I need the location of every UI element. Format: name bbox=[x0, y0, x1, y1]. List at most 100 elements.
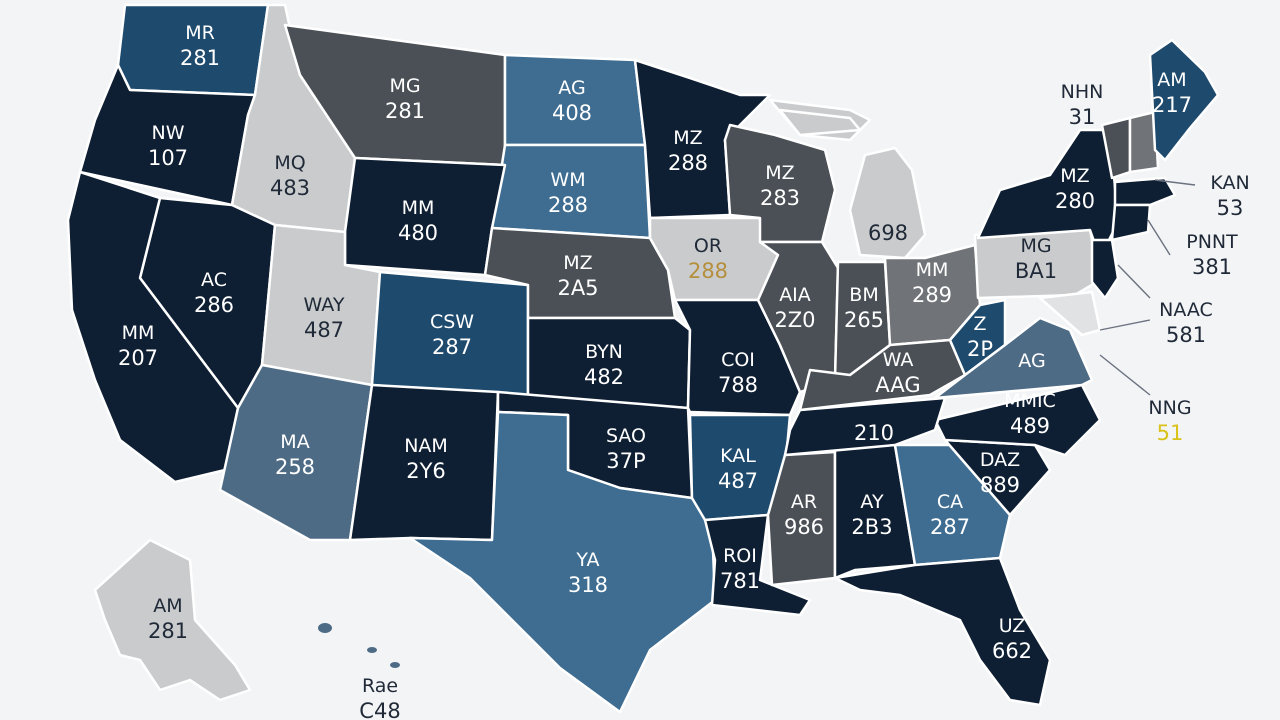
state-label-fl: UZ bbox=[999, 615, 1026, 637]
state-tx[interactable] bbox=[408, 410, 717, 714]
callout-lines bbox=[1099, 179, 1196, 396]
state-value-ks: 482 bbox=[584, 365, 624, 389]
state-label-mt: MG bbox=[389, 75, 420, 97]
state-value-wv: 2P bbox=[967, 337, 993, 361]
state-value-wa: 281 bbox=[180, 46, 220, 70]
state-value-me: 217 bbox=[1152, 93, 1192, 117]
state-ct[interactable] bbox=[1110, 203, 1152, 242]
state-label-ny: MZ bbox=[1060, 165, 1089, 187]
state-value-wy: 480 bbox=[398, 221, 438, 245]
callout-label-ri: PNNT bbox=[1186, 231, 1238, 253]
state-value-la: 781 bbox=[720, 569, 760, 593]
state-ks[interactable] bbox=[526, 316, 692, 410]
state-label-ms: AR bbox=[791, 491, 817, 513]
callout-value-hi: C48 bbox=[359, 699, 400, 720]
state-value-sd: 288 bbox=[548, 193, 588, 217]
state-value-wi: 283 bbox=[760, 186, 800, 210]
state-value-or: 107 bbox=[148, 146, 188, 170]
state-value-al: 2B3 bbox=[851, 515, 892, 539]
state-label-oh: MM bbox=[916, 259, 949, 281]
state-value-in: 265 bbox=[844, 308, 884, 332]
state-value-mi: 698 bbox=[868, 221, 908, 245]
callout-label-hi: Rae bbox=[362, 675, 398, 697]
state-label-in: BM bbox=[849, 284, 878, 306]
state-fl[interactable] bbox=[833, 556, 1052, 707]
state-il[interactable] bbox=[756, 240, 840, 394]
state-value-sc: 889 bbox=[980, 473, 1020, 497]
state-label-ia: OR bbox=[694, 235, 722, 257]
callout-label-de: NAAC bbox=[1159, 299, 1213, 321]
state-label-ca: MM bbox=[122, 322, 155, 344]
state-label-al: AY bbox=[860, 491, 884, 513]
state-label-ne: MZ bbox=[563, 252, 592, 274]
state-label-ga: CA bbox=[937, 491, 963, 513]
callout-value-dc: 51 bbox=[1157, 421, 1184, 445]
state-label-pa: MG bbox=[1020, 235, 1051, 257]
state-ga[interactable] bbox=[893, 443, 1012, 567]
state-label-tx: YA bbox=[575, 549, 599, 571]
state-label-co: CSW bbox=[430, 311, 474, 333]
callout-value-ma: 53 bbox=[1217, 196, 1244, 220]
state-label-sd: WM bbox=[550, 169, 585, 191]
state-label-la: ROI bbox=[723, 545, 757, 567]
state-value-fl: 662 bbox=[992, 639, 1032, 663]
state-value-nc: 489 bbox=[1010, 414, 1050, 438]
state-me[interactable] bbox=[1148, 38, 1220, 162]
state-value-tn: 210 bbox=[854, 421, 894, 445]
state-label-sc: DAZ bbox=[980, 449, 1020, 471]
state-value-tx: 318 bbox=[568, 573, 608, 597]
state-ms[interactable] bbox=[766, 450, 837, 587]
state-hi[interactable] bbox=[318, 623, 400, 668]
state-label-ut: WAY bbox=[304, 294, 345, 316]
callout-value-nh: 31 bbox=[1069, 105, 1096, 129]
state-value-ar: 487 bbox=[718, 469, 758, 493]
state-label-az: MA bbox=[280, 431, 309, 453]
state-value-ak: 281 bbox=[148, 619, 188, 643]
state-value-mo: 788 bbox=[718, 373, 758, 397]
state-value-ga: 287 bbox=[930, 515, 970, 539]
state-ak[interactable] bbox=[93, 538, 252, 702]
state-nh[interactable] bbox=[1128, 110, 1160, 174]
state-label-mo: COI bbox=[721, 349, 755, 371]
state-value-co: 287 bbox=[432, 335, 472, 359]
state-nj[interactable] bbox=[1090, 238, 1120, 300]
state-la[interactable] bbox=[703, 513, 812, 617]
state-label-il: AIA bbox=[779, 284, 811, 306]
state-label-nc: MMIC bbox=[1004, 390, 1056, 412]
state-wv[interactable] bbox=[948, 298, 1007, 377]
state-value-mt: 281 bbox=[385, 99, 425, 123]
state-value-ky: AAG bbox=[875, 373, 920, 397]
callout-label-ma: KAN bbox=[1210, 172, 1249, 194]
state-sd[interactable] bbox=[490, 143, 652, 240]
state-value-nv: 286 bbox=[194, 293, 234, 317]
state-va[interactable] bbox=[933, 316, 1094, 400]
state-label-mn: MZ bbox=[673, 127, 702, 149]
state-label-ky: WA bbox=[883, 349, 914, 371]
callout-label-nh: NHN bbox=[1061, 81, 1104, 103]
state-label-nd: AG bbox=[558, 77, 585, 99]
state-value-nd: 408 bbox=[552, 101, 592, 125]
state-value-ut: 487 bbox=[304, 318, 344, 342]
lake-michigan bbox=[778, 108, 862, 137]
state-ca[interactable] bbox=[66, 170, 240, 484]
state-value-nm: 2Y6 bbox=[406, 459, 446, 483]
state-label-wy: MM bbox=[402, 197, 435, 219]
callout-label-dc: NNG bbox=[1148, 397, 1191, 419]
state-label-wi: MZ bbox=[765, 162, 794, 184]
state-nd[interactable] bbox=[503, 53, 647, 147]
state-label-ar: KAL bbox=[720, 445, 756, 467]
callout-value-ri: 381 bbox=[1192, 255, 1232, 279]
state-label-ok: SAO bbox=[606, 425, 646, 447]
state-value-id: 483 bbox=[270, 176, 310, 200]
state-shapes bbox=[66, 3, 1220, 714]
state-value-ny: 280 bbox=[1055, 189, 1095, 213]
state-label-wa: MR bbox=[185, 22, 215, 44]
state-ma[interactable] bbox=[1113, 176, 1177, 207]
state-value-ne: 2A5 bbox=[557, 276, 598, 300]
state-value-mn: 288 bbox=[668, 151, 708, 175]
state-value-ia: 288 bbox=[688, 259, 728, 283]
state-label-id: MQ bbox=[274, 152, 305, 174]
state-value-ok: 37P bbox=[606, 449, 645, 473]
callout-value-de: 581 bbox=[1166, 323, 1206, 347]
